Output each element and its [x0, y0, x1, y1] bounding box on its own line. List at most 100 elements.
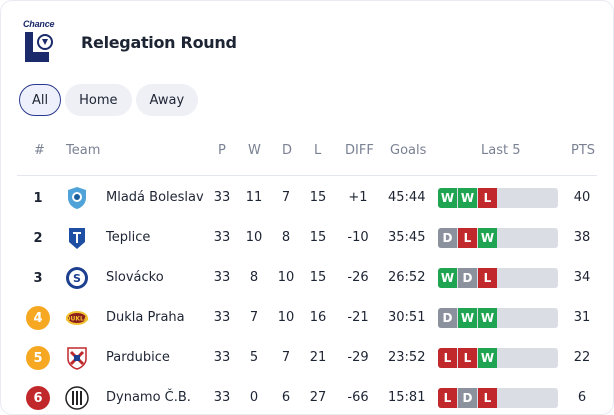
- stat-pts: 40: [573, 190, 591, 205]
- stat-diff: -10: [347, 230, 369, 245]
- stat-diff: -26: [347, 270, 369, 285]
- stat-l: 16: [309, 310, 327, 325]
- form-result-d[interactable]: D: [458, 388, 477, 408]
- stat-pts: 31: [573, 310, 591, 325]
- form-result-l[interactable]: L: [438, 388, 457, 408]
- stat-goals: 15:81: [388, 390, 426, 405]
- col-drawn[interactable]: D: [282, 143, 293, 158]
- header: Chance Relegation Round: [21, 19, 237, 65]
- stat-w: 7: [249, 310, 259, 325]
- stat-w: 11: [245, 190, 263, 205]
- rank-badge: 1: [33, 190, 43, 206]
- stat-l: 27: [309, 390, 327, 405]
- header-divider: [17, 175, 597, 176]
- team-name[interactable]: Slovácko: [106, 270, 164, 285]
- page-title: Relegation Round: [81, 32, 237, 52]
- form-result-l[interactable]: L: [478, 188, 497, 208]
- form-result-w[interactable]: W: [478, 308, 497, 328]
- svg-text:S: S: [73, 272, 81, 285]
- stat-w: 0: [249, 390, 259, 405]
- table-header: # Team P W D L DIFF Goals Last 5 PTS: [1, 134, 613, 166]
- col-team[interactable]: Team: [66, 143, 101, 158]
- team-name[interactable]: Teplice: [106, 230, 151, 245]
- stat-d: 7: [281, 190, 291, 205]
- stat-pts: 34: [573, 270, 591, 285]
- liga-l-icon: [25, 32, 53, 62]
- col-rank[interactable]: #: [34, 143, 45, 158]
- table-row[interactable]: 2 Teplice 33 10 8 15 -10 35:45 38 D L W: [1, 218, 613, 258]
- form-result-w[interactable]: W: [438, 268, 457, 288]
- form-result-l[interactable]: L: [438, 348, 457, 368]
- stat-goals: 30:51: [388, 310, 426, 325]
- col-lost[interactable]: L: [314, 143, 322, 158]
- stat-goals: 35:45: [388, 230, 426, 245]
- form-result-w[interactable]: W: [458, 308, 477, 328]
- form-result-w[interactable]: W: [438, 188, 457, 208]
- logo-wordmark: Chance: [23, 19, 55, 29]
- stat-l: 15: [309, 230, 327, 245]
- col-won[interactable]: W: [248, 143, 261, 158]
- stat-p: 33: [213, 390, 231, 405]
- team-name[interactable]: Pardubice: [106, 350, 170, 365]
- form-result-w[interactable]: W: [478, 348, 497, 368]
- table-row[interactable]: 3 S Slovácko 33 8 10 15 -26 26:52 34 W D L: [1, 258, 613, 298]
- stat-goals: 26:52: [388, 270, 426, 285]
- stat-diff: -66: [347, 390, 369, 405]
- stat-pts: 22: [573, 350, 591, 365]
- stat-w: 10: [245, 230, 263, 245]
- stat-l: 21: [309, 350, 327, 365]
- table-row[interactable]: 4 DUKLA Dukla Praha 33 7 10 16 -21 30:51 31 D W W: [1, 298, 613, 338]
- svg-text:DUKLA: DUKLA: [66, 316, 89, 323]
- col-points[interactable]: PTS: [571, 143, 596, 158]
- team-name[interactable]: Dynamo Č.B.: [106, 390, 191, 405]
- filter-away-button[interactable]: Away: [135, 84, 199, 116]
- table-row[interactable]: 6 Dynamo Č.B. 33 0 6 27 -66 15:81 6 L D L: [1, 378, 613, 414]
- stat-goals: 23:52: [388, 350, 426, 365]
- form-result-l[interactable]: L: [458, 348, 477, 368]
- pardubice-crest-icon: [65, 346, 89, 370]
- col-diff[interactable]: DIFF: [345, 143, 374, 158]
- rank-badge: 5: [26, 346, 50, 370]
- stat-p: 33: [213, 190, 231, 205]
- filter-tabs: All Home Away: [19, 84, 199, 116]
- stat-d: 10: [277, 270, 295, 285]
- col-played[interactable]: P: [218, 143, 226, 158]
- stat-w: 5: [249, 350, 259, 365]
- mlada-boleslav-crest-icon: [65, 186, 89, 210]
- team-name[interactable]: Dukla Praha: [106, 310, 185, 325]
- stat-d: 8: [281, 230, 291, 245]
- form-result-l[interactable]: L: [478, 388, 497, 408]
- col-last5[interactable]: Last 5: [481, 143, 521, 158]
- filter-home-button[interactable]: Home: [65, 84, 132, 116]
- stat-l: 15: [309, 270, 327, 285]
- rank-badge: 4: [26, 306, 50, 330]
- dukla-praha-crest-icon: DUKLA: [65, 306, 89, 330]
- form-result-d[interactable]: D: [438, 308, 457, 328]
- filter-all-button[interactable]: All: [19, 84, 62, 116]
- form-result-d[interactable]: D: [458, 268, 477, 288]
- table-row[interactable]: 1 Mladá Boleslav 33 11 7 15 +1 45:44 40 W W L: [1, 178, 613, 218]
- stat-p: 33: [213, 230, 231, 245]
- chance-liga-logo: Chance: [21, 19, 61, 65]
- form-result-w[interactable]: W: [478, 228, 497, 248]
- teplice-crest-icon: [65, 226, 89, 250]
- form-result-l[interactable]: L: [478, 268, 497, 288]
- stat-pts: 38: [573, 230, 591, 245]
- form-result-w[interactable]: W: [458, 188, 477, 208]
- form-result-d[interactable]: D: [438, 228, 457, 248]
- rank-badge: 6: [26, 386, 50, 410]
- stat-p: 33: [213, 350, 231, 365]
- col-goals[interactable]: Goals: [390, 143, 427, 158]
- table-row[interactable]: 5 Pardubice 33 5 7 21 -29 23:52 22 L L W: [1, 338, 613, 378]
- slovacko-crest-icon: S: [65, 266, 89, 290]
- form-result-l[interactable]: L: [458, 228, 477, 248]
- stat-p: 33: [213, 270, 231, 285]
- stat-d: 7: [281, 350, 291, 365]
- team-name[interactable]: Mladá Boleslav: [106, 190, 204, 205]
- stat-pts: 6: [577, 390, 587, 405]
